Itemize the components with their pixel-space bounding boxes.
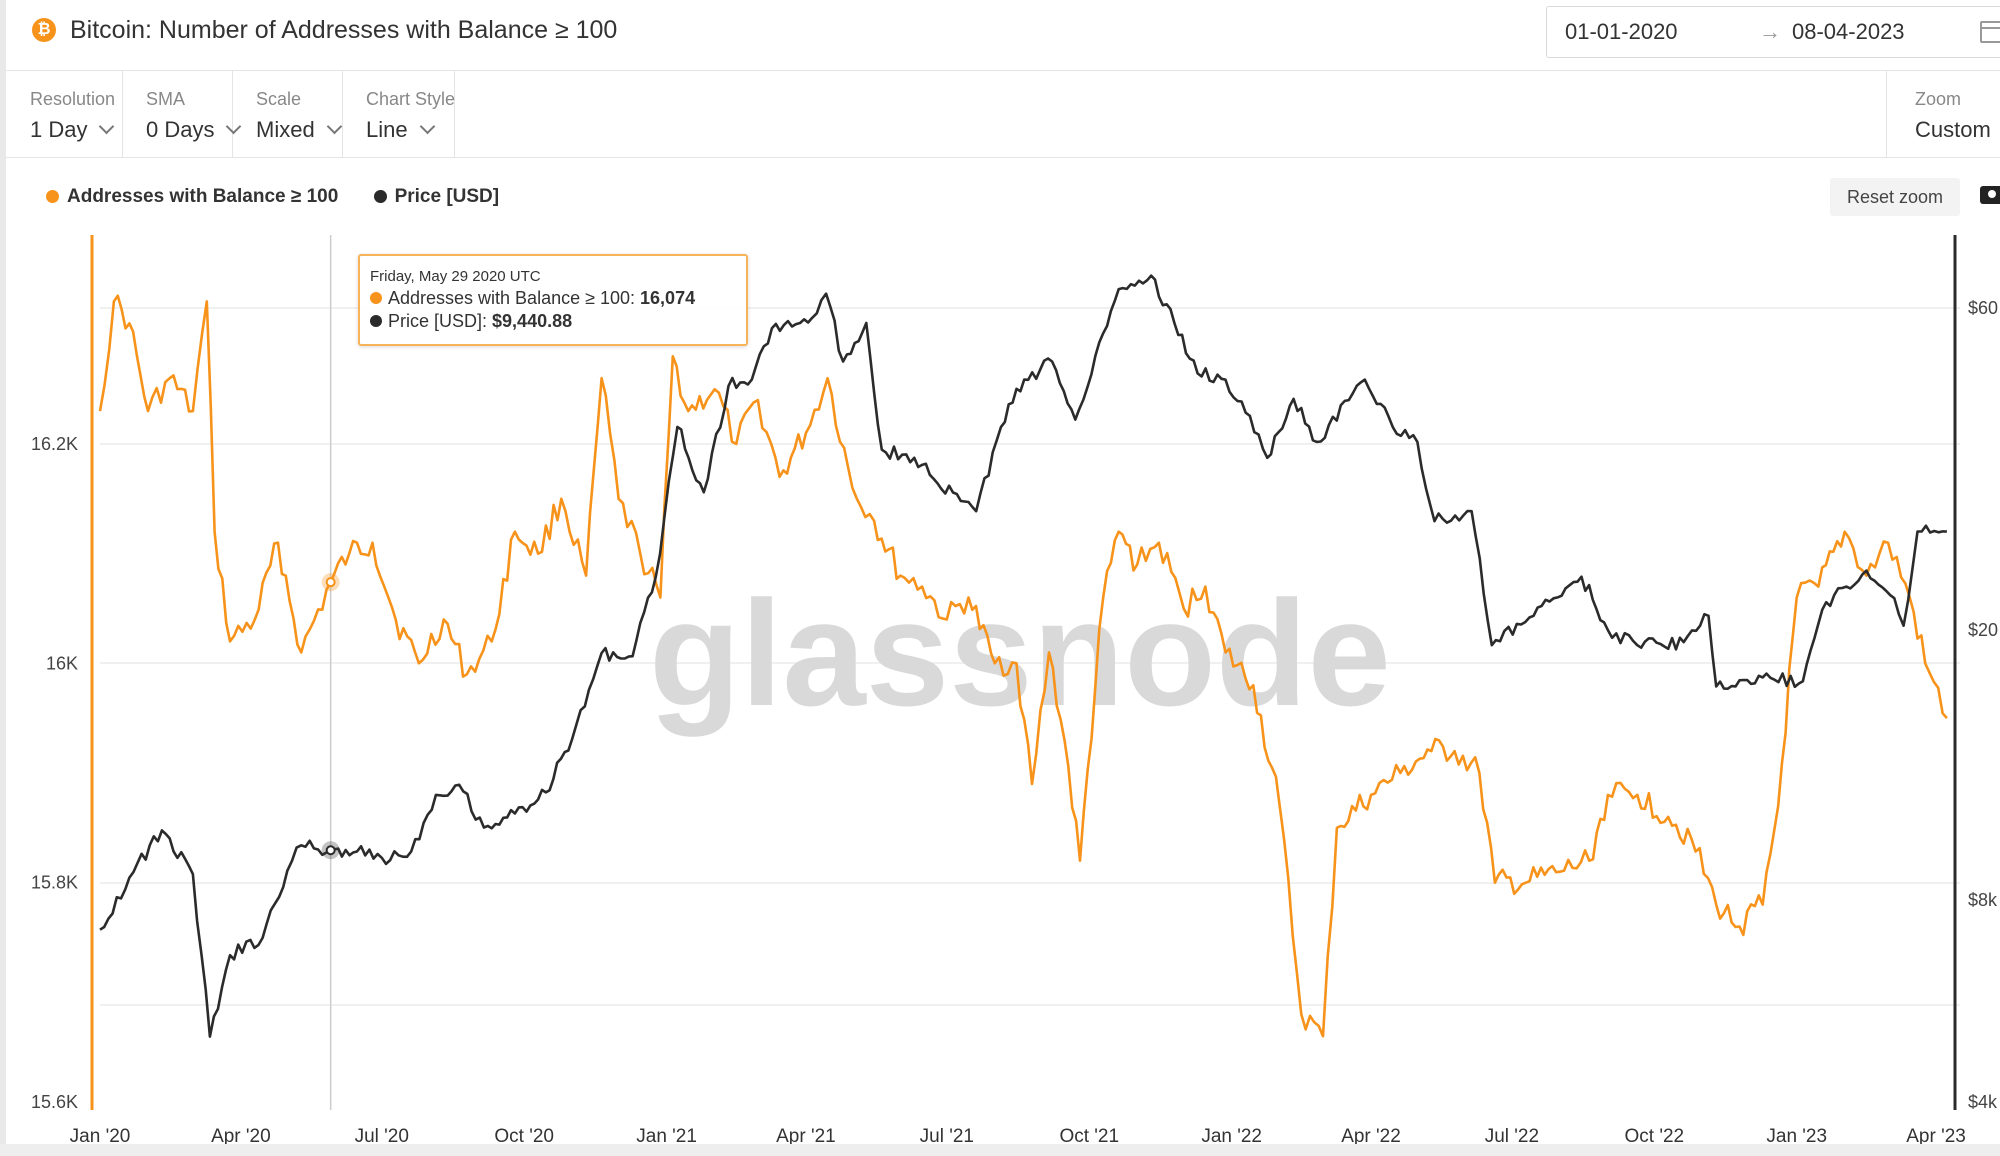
zoom-label: Zoom — [1915, 89, 1962, 109]
date-range-picker[interactable]: 01-01-2020 → 08-04-2023 — [1546, 6, 2000, 58]
bottom-bar — [0, 1144, 2000, 1156]
tooltip-row-addresses: Addresses with Balance ≥ 100: 16,074 — [370, 288, 695, 309]
sma-label: SMA — [146, 89, 186, 109]
scale-select[interactable]: Scale Mixed — [232, 71, 343, 157]
black-dot-icon — [373, 190, 387, 203]
y-right-tick-label: $8k — [1968, 890, 1998, 910]
x-tick-label: Apr '22 — [1341, 1126, 1401, 1145]
x-tick-label: Jan '21 — [636, 1126, 697, 1145]
scale-label: Scale — [256, 89, 302, 109]
y-right-tick-label: $4k — [1968, 1092, 1998, 1112]
resolution-select[interactable]: Resolution 1 Day — [6, 71, 123, 157]
window-left-border — [0, 0, 6, 1156]
x-tick-label: Jul '20 — [355, 1126, 409, 1145]
y-left-tick-label: 16.2K — [31, 434, 78, 454]
x-tick-label: Oct '20 — [494, 1126, 554, 1145]
x-tick-label: Jan '23 — [1766, 1126, 1827, 1145]
y-left-tick-label: 16K — [46, 653, 78, 673]
x-tick-label: Apr '20 — [211, 1126, 271, 1145]
watermark: glassnode — [649, 569, 1391, 737]
hover-point-price — [325, 845, 336, 856]
camera-icon[interactable] — [1980, 186, 2000, 204]
chart-tooltip: Friday, May 29 2020 UTC Addresses with B… — [358, 254, 748, 346]
y-left-tick-label: 15.8K — [31, 873, 78, 893]
y-left-tick-label: 15.6K — [31, 1092, 78, 1112]
black-dot-icon — [370, 315, 382, 327]
chart-area[interactable]: glassnode 16.2K 16K 15.8K 15.6K $60 $20 $8k $4k J… — [0, 230, 2000, 1145]
x-tick-label: Jul '21 — [920, 1126, 974, 1145]
calendar-icon[interactable] — [1980, 21, 2000, 43]
chevron-down-icon — [419, 118, 435, 135]
resolution-label: Resolution — [30, 89, 116, 109]
chart-style-value[interactable]: Line — [366, 117, 435, 143]
chart-controls: Resolution 1 Day SMA 0 Days Scale Mixed … — [6, 71, 2000, 158]
x-tick-label: Jan '20 — [70, 1126, 131, 1145]
x-tick-label: Oct '21 — [1059, 1126, 1119, 1145]
chart-legend: Addresses with Balance ≥ 100 Price [USD] — [46, 186, 529, 208]
x-tick-label: Jan '22 — [1201, 1126, 1262, 1145]
chart-style-select[interactable]: Chart Style Line — [342, 71, 455, 157]
y-right-tick-label: $60 — [1968, 298, 1998, 318]
reset-zoom-button[interactable]: Reset zoom — [1830, 178, 1960, 216]
sma-select[interactable]: SMA 0 Days — [122, 71, 242, 157]
chart-header: ₿ Bitcoin: Number of Addresses with Bala… — [6, 0, 2000, 71]
resolution-value[interactable]: 1 Day — [30, 117, 115, 143]
bitcoin-icon: ₿ — [32, 18, 56, 42]
scale-value[interactable]: Mixed — [256, 117, 342, 143]
orange-dot-icon — [370, 292, 382, 304]
x-tick-label: Jul '22 — [1485, 1126, 1539, 1145]
series-price-line — [99, 274, 1947, 1038]
chevron-down-icon — [326, 118, 342, 135]
zoom-value[interactable]: Custom — [1915, 117, 1991, 142]
date-start-input[interactable]: 01-01-2020 — [1565, 19, 1678, 44]
grid-lines — [100, 307, 1960, 1006]
y-right-tick-label: $20 — [1968, 620, 1998, 640]
chart-style-label: Chart Style — [366, 89, 456, 109]
legend-item-price[interactable]: Price [USD] — [373, 186, 499, 208]
x-tick-label: Apr '21 — [776, 1126, 836, 1145]
orange-dot-icon — [46, 190, 59, 203]
hover-point-addresses — [325, 577, 336, 588]
tooltip-date: Friday, May 29 2020 UTC — [370, 268, 541, 285]
x-tick-label: Apr '23 — [1906, 1126, 1966, 1145]
zoom-select[interactable]: Zoom Custom — [1886, 71, 2000, 157]
legend-item-addresses[interactable]: Addresses with Balance ≥ 100 — [46, 186, 338, 208]
page-title: Bitcoin: Number of Addresses with Balanc… — [70, 16, 618, 44]
tooltip-row-price: Price [USD]: $9,440.88 — [370, 311, 572, 332]
arrow-right-icon: → — [1759, 19, 1781, 44]
sma-value[interactable]: 0 Days — [146, 117, 242, 143]
date-end-input[interactable]: 08-04-2023 — [1792, 19, 1905, 44]
chevron-down-icon — [99, 118, 115, 135]
x-tick-label: Oct '22 — [1625, 1126, 1685, 1145]
series-addresses-line — [98, 294, 1948, 1038]
